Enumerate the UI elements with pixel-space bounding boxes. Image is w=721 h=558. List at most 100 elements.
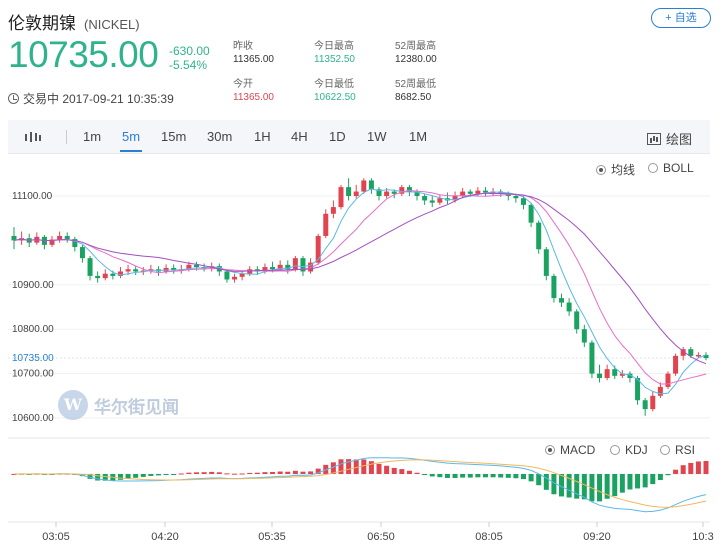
candle-body xyxy=(117,271,123,276)
candle-body xyxy=(391,191,397,194)
macd-bar xyxy=(673,469,679,474)
tab-4h[interactable]: 4H xyxy=(291,129,308,144)
macd-bar xyxy=(543,474,549,490)
candle-body xyxy=(528,204,534,223)
candle-body xyxy=(353,191,359,196)
macd-bar xyxy=(155,474,161,476)
macd-bar xyxy=(399,469,405,474)
macd-bar xyxy=(414,472,420,474)
macd-dif-line xyxy=(13,457,707,513)
x-tick-label: 09:20 xyxy=(583,531,611,543)
candle-body xyxy=(520,198,526,205)
macd-bar xyxy=(87,474,93,479)
toolbar-divider xyxy=(66,130,67,144)
macd-bar xyxy=(460,474,466,478)
macd-bar xyxy=(49,474,55,475)
candle-body xyxy=(619,373,625,376)
tab-30m[interactable]: 30m xyxy=(207,129,233,144)
candle-body xyxy=(414,191,420,196)
tab-1m[interactable]: 1m xyxy=(83,129,102,144)
macd-bar xyxy=(368,461,374,474)
macd-bar xyxy=(490,474,496,478)
candle-body xyxy=(467,191,473,194)
macd-bar xyxy=(384,465,390,474)
tab-1h[interactable]: 1H xyxy=(254,129,271,144)
tab-15m[interactable]: 15m xyxy=(161,129,187,144)
tab-5m[interactable]: 5m xyxy=(119,129,143,152)
page-title: 伦敦期镍 (NICKEL) xyxy=(8,14,140,33)
macd-bar xyxy=(201,472,207,474)
y-tick-label: 11100.00 xyxy=(12,191,53,202)
macd-bar xyxy=(688,462,694,474)
candle-body xyxy=(642,400,648,410)
macd-bar xyxy=(247,472,253,474)
macd-bar xyxy=(232,473,238,475)
macd-dea-line xyxy=(14,459,707,508)
candlestick-icon[interactable] xyxy=(24,131,42,143)
draw-button[interactable]: 绘图 xyxy=(646,129,692,148)
indicator-kdj-radio[interactable]: KDJ xyxy=(610,443,648,457)
macd-bar xyxy=(467,474,473,478)
candle-body xyxy=(239,273,245,277)
candle-body xyxy=(308,262,314,272)
macd-bar xyxy=(102,474,108,481)
overlay-boll-radio[interactable]: BOLL xyxy=(648,161,694,175)
trading-status: 交易中 2017-09-21 10:35:39 xyxy=(8,90,174,107)
candle-body xyxy=(125,269,131,272)
macd-bar xyxy=(270,472,276,474)
macd-bar xyxy=(338,459,344,474)
candle-body xyxy=(551,275,557,299)
macd-bar xyxy=(209,471,215,474)
radio-selected-icon xyxy=(545,445,555,455)
watermark: W 华尔街见闻 xyxy=(58,390,179,420)
candle-body xyxy=(133,269,139,272)
macd-bar xyxy=(194,472,200,474)
macd-bar xyxy=(437,474,443,478)
clock-icon xyxy=(8,93,19,104)
change-value: -630.00 xyxy=(169,44,210,58)
candle-body xyxy=(368,180,374,190)
y-tick-label: 10700.00 xyxy=(12,369,54,380)
overlay-ma-radio[interactable]: 均线 xyxy=(596,161,635,178)
candle-body xyxy=(635,378,641,401)
radio-empty-icon xyxy=(660,445,670,455)
radio-selected-icon xyxy=(596,164,606,175)
chart-draw-icon xyxy=(646,132,661,145)
indicator-macd-radio[interactable]: MACD xyxy=(545,443,595,457)
indicator-rsi-radio[interactable]: RSI xyxy=(660,443,695,457)
candle-body xyxy=(460,191,466,196)
candle-body xyxy=(665,373,671,387)
y-tick-label: 10800.00 xyxy=(12,324,54,335)
current-price-label: 10735.00 xyxy=(12,353,54,364)
price-change: -630.00 -5.54% xyxy=(169,44,210,72)
tab-1d[interactable]: 1D xyxy=(329,129,346,144)
candle-body xyxy=(604,369,610,379)
macd-bar xyxy=(665,474,671,476)
candle-body xyxy=(429,200,435,203)
candle-body xyxy=(186,264,192,270)
macd-bar xyxy=(650,474,656,485)
macd-bar xyxy=(444,474,450,478)
tab-1w[interactable]: 1W xyxy=(367,129,387,144)
quote-header: 伦敦期镍 (NICKEL) + 自选 10735.00 -630.00 -5.54… xyxy=(0,0,721,118)
candle-body xyxy=(79,247,85,259)
candle-body xyxy=(194,264,200,268)
macd-bar xyxy=(163,474,169,475)
stat-52w-high: 52周最高 12380.00 xyxy=(395,41,437,65)
ma5-line xyxy=(13,188,707,395)
macd-bar xyxy=(528,474,534,482)
tab-1mo[interactable]: 1M xyxy=(409,129,428,144)
candle-body xyxy=(589,342,595,374)
change-percent: -5.54% xyxy=(169,58,208,72)
macd-bar xyxy=(627,474,633,490)
macd-bar xyxy=(695,461,701,474)
candle-body xyxy=(543,249,549,276)
macd-bar xyxy=(505,474,511,478)
candle-body xyxy=(680,349,686,356)
ma20-line xyxy=(13,192,707,365)
macd-bar xyxy=(292,470,298,474)
macd-bar xyxy=(95,474,101,481)
add-watchlist-button[interactable]: + 自选 xyxy=(651,8,711,28)
stat-open: 今开 11365.00 xyxy=(233,79,274,103)
